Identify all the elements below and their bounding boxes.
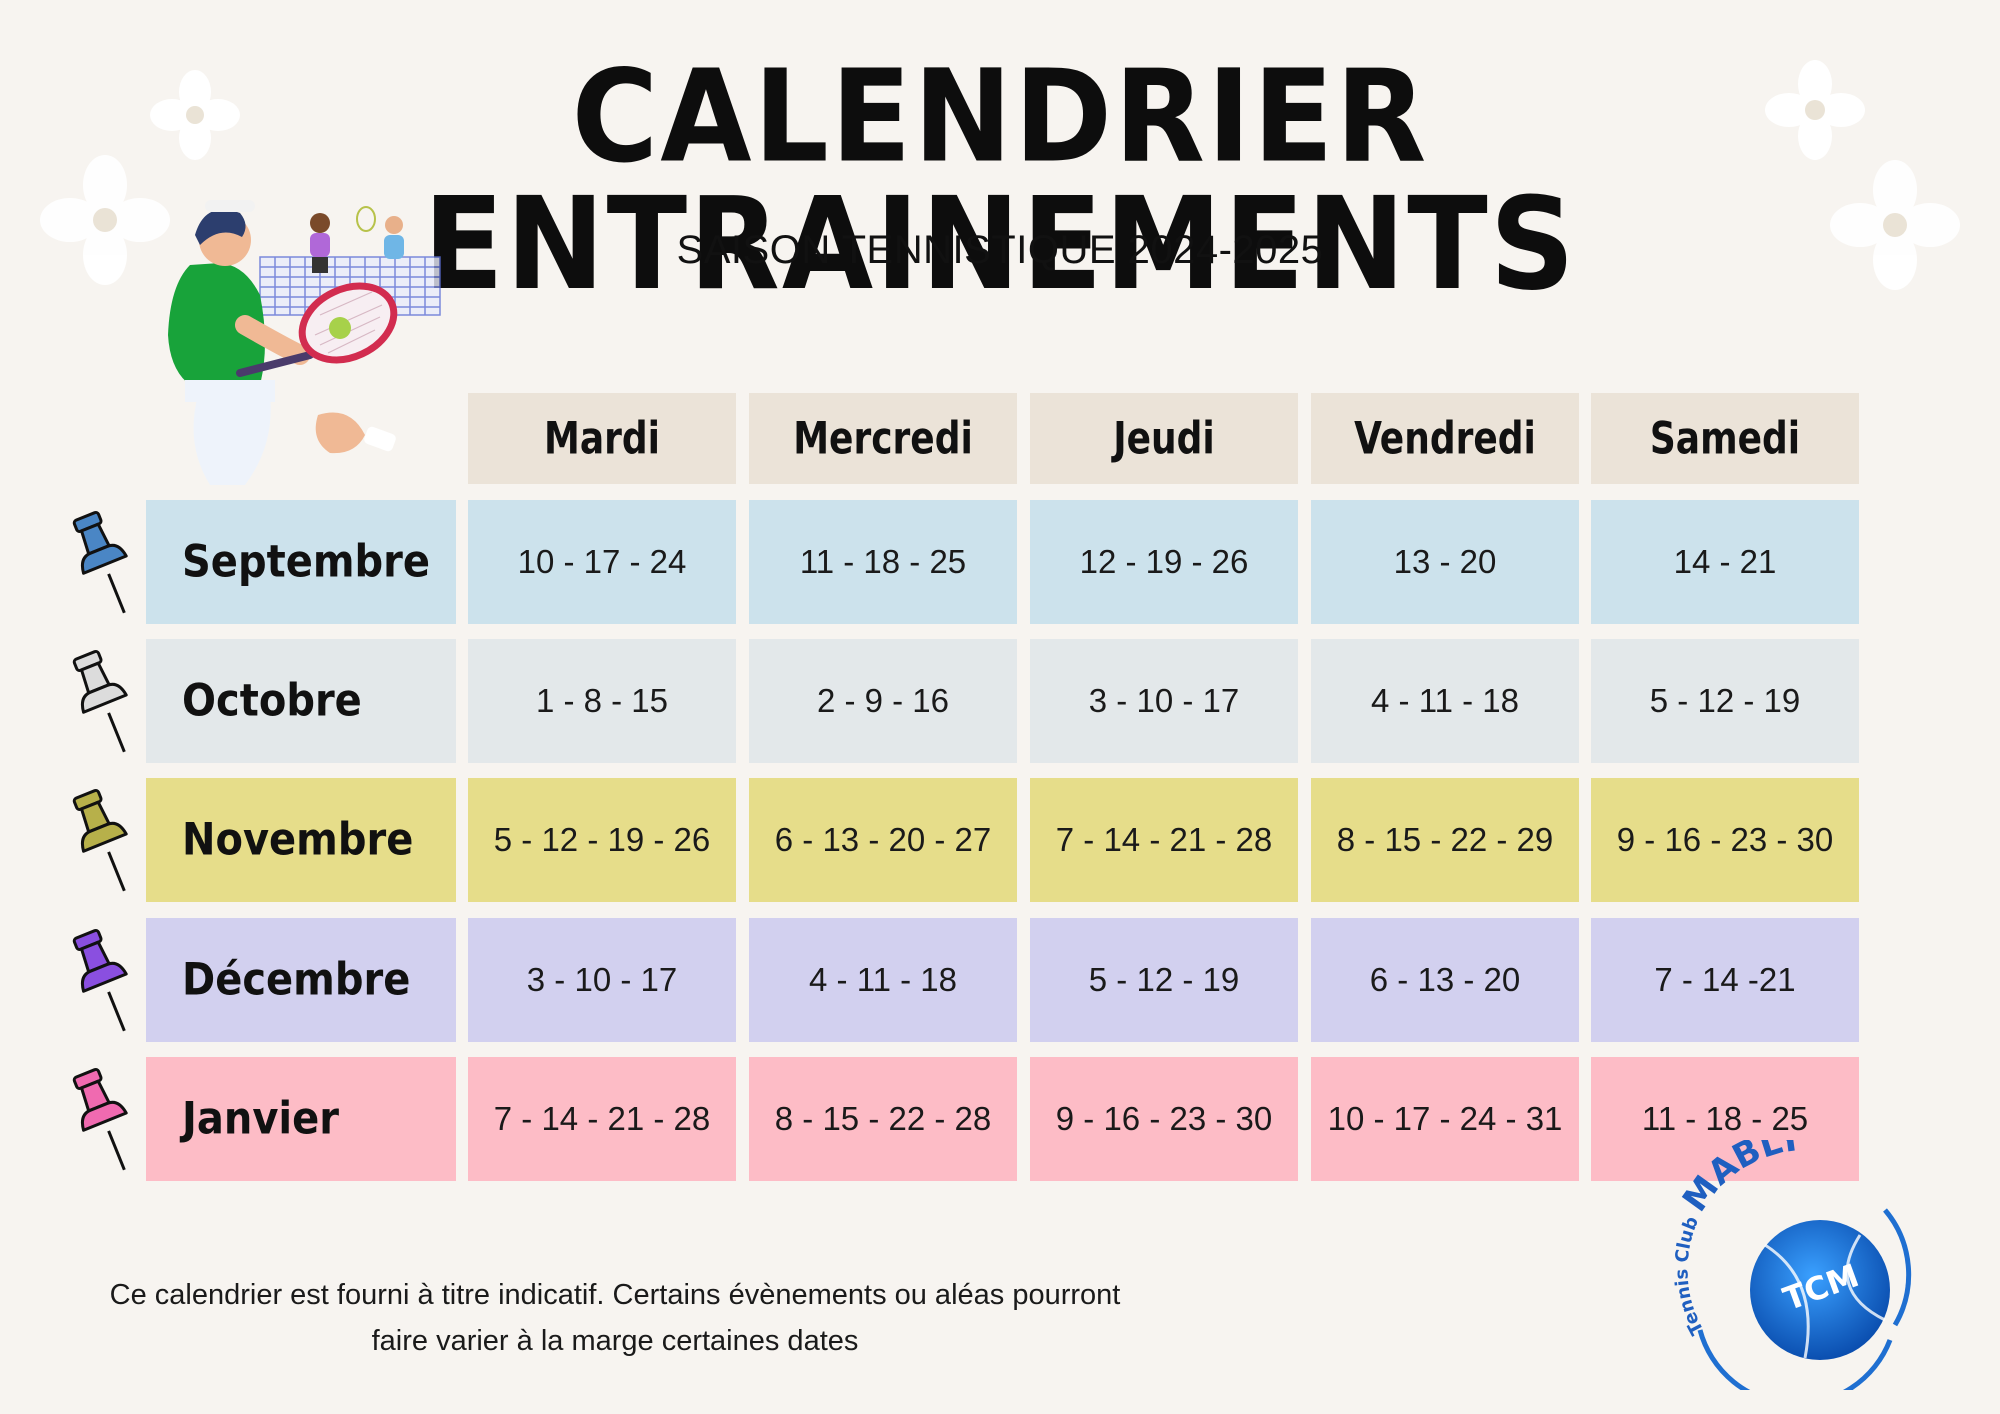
date-cell: 9 - 16 - 23 - 30 — [1030, 1057, 1298, 1181]
date-cell: 2 - 9 - 16 — [749, 639, 1017, 763]
footnote-line-2: faire varier à la marge certaines dates — [371, 1325, 859, 1357]
date-cell: 14 - 21 — [1591, 500, 1859, 624]
pushpin-icon — [72, 1067, 128, 1171]
date-cell: 5 - 12 - 19 — [1030, 918, 1298, 1042]
date-cell: 9 - 16 - 23 - 30 — [1591, 778, 1859, 902]
date-cell: 11 - 18 - 25 — [749, 500, 1017, 624]
date-cell: 10 - 17 - 24 - 31 — [1311, 1057, 1579, 1181]
day-header-mercredi: Mercredi — [749, 393, 1017, 484]
date-cell: 3 - 10 - 17 — [1030, 639, 1298, 763]
date-cell: 12 - 19 - 26 — [1030, 500, 1298, 624]
day-header-samedi: Samedi — [1591, 393, 1859, 484]
disclaimer-footnote: Ce calendrier est fourni à titre indicat… — [40, 1272, 1190, 1364]
pushpin-icon — [72, 928, 128, 1032]
date-cell: 8 - 15 - 22 - 29 — [1311, 778, 1579, 902]
date-cell: 4 - 11 - 18 — [749, 918, 1017, 1042]
flower-decoration-left-icon — [40, 155, 170, 285]
logo-arc-text-club: Club — [1672, 1213, 1704, 1263]
day-header-jeudi: Jeudi — [1030, 393, 1298, 484]
date-cell: 8 - 15 - 22 - 28 — [749, 1057, 1017, 1181]
pushpin-icon — [72, 788, 128, 892]
day-header-vendredi: Vendredi — [1311, 393, 1579, 484]
logo-arc-text-mably: MABLY — [1675, 1140, 1805, 1219]
month-label-4: Janvier — [146, 1057, 456, 1181]
month-label-0: Septembre — [146, 500, 456, 624]
date-cell: 13 - 20 — [1311, 500, 1579, 624]
day-header-mardi: Mardi — [468, 393, 736, 484]
pushpin-icon — [72, 510, 128, 614]
month-label-2: Novembre — [146, 778, 456, 902]
logo-arc-text-tennis: Tennis — [1671, 1269, 1708, 1339]
date-cell: 5 - 12 - 19 — [1591, 639, 1859, 763]
date-cell: 1 - 8 - 15 — [468, 639, 736, 763]
date-cell: 7 - 14 -21 — [1591, 918, 1859, 1042]
date-cell: 3 - 10 - 17 — [468, 918, 736, 1042]
flower-decoration-right-icon — [1830, 160, 1960, 290]
tennis-players-illustration — [168, 200, 441, 485]
flower-decoration-top-right-icon — [1765, 60, 1865, 160]
pushpin-icon — [72, 649, 128, 753]
page-title: CALENDRIER ENTRAINEMENTS — [423, 41, 1577, 319]
date-cell: 7 - 14 - 21 - 28 — [1030, 778, 1298, 902]
date-cell: 10 - 17 - 24 — [468, 500, 736, 624]
flower-decoration-top-left-icon — [150, 70, 240, 160]
date-cell: 6 - 13 - 20 - 27 — [749, 778, 1017, 902]
page-subtitle: SAISON TENNISTIQUE 2024-2025 — [676, 228, 1324, 272]
month-label-3: Décembre — [146, 918, 456, 1042]
date-cell: 5 - 12 - 19 - 26 — [468, 778, 736, 902]
month-label-1: Octobre — [146, 639, 456, 763]
date-cell: 7 - 14 - 21 - 28 — [468, 1057, 736, 1181]
footnote-line-1: Ce calendrier est fourni à titre indicat… — [109, 1279, 1121, 1311]
date-cell: 6 - 13 - 20 — [1311, 918, 1579, 1042]
date-cell: 4 - 11 - 18 — [1311, 639, 1579, 763]
tennis-club-mably-logo: TCM Tennis Club MABLY — [1671, 1140, 1912, 1390]
date-cell: 11 - 18 - 25 — [1591, 1057, 1859, 1181]
